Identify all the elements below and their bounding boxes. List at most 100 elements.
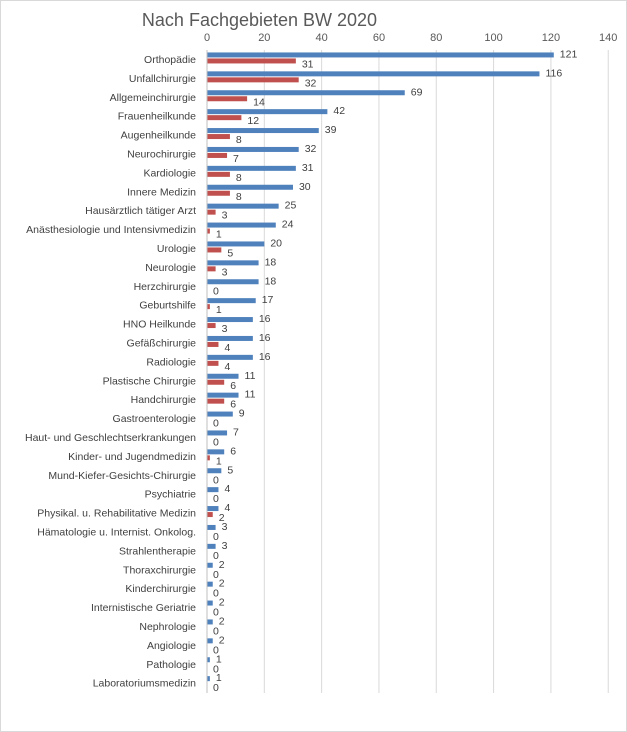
bar-series1 bbox=[207, 184, 293, 190]
category-label: Radiologie bbox=[146, 356, 196, 368]
data-label-series1: 31 bbox=[302, 162, 314, 174]
category-label: Unfallchirurgie bbox=[129, 73, 196, 85]
data-label-series2: 6 bbox=[230, 399, 236, 411]
x-tick-label: 100 bbox=[484, 32, 502, 44]
data-label-series2: 0 bbox=[213, 550, 219, 562]
bar-series1 bbox=[207, 581, 213, 587]
bar-series2 bbox=[207, 134, 230, 140]
data-label-series1: 7 bbox=[233, 426, 239, 438]
bar-series1 bbox=[207, 430, 228, 436]
data-label-series2: 7 bbox=[233, 153, 239, 165]
data-label-series1: 3 bbox=[222, 521, 228, 533]
bar-series1 bbox=[207, 676, 210, 682]
category-label: Physikal. u. Rehabilitative Medizin bbox=[37, 508, 196, 520]
data-label-series1: 2 bbox=[219, 559, 225, 571]
bar-series1 bbox=[207, 524, 216, 530]
data-label-series2: 12 bbox=[247, 115, 259, 127]
data-label-series1: 121 bbox=[560, 48, 578, 60]
data-label-series1: 4 bbox=[224, 483, 230, 495]
category-label: Strahlentherapie bbox=[119, 545, 196, 557]
data-label-series2: 0 bbox=[213, 474, 219, 486]
data-label-series1: 18 bbox=[265, 256, 277, 268]
data-label-series1: 1 bbox=[216, 653, 222, 665]
category-label: Kardiologie bbox=[143, 167, 196, 179]
bar-series2 bbox=[207, 323, 216, 329]
category-label: Haut- und Geschlechtserkrankungen bbox=[25, 432, 196, 444]
category-label: Herzchirurgie bbox=[134, 281, 197, 293]
data-label-series1: 16 bbox=[259, 313, 271, 325]
bar-series2 bbox=[207, 115, 242, 121]
data-label-series1: 25 bbox=[285, 200, 297, 212]
category-label: Hausärztlich tätiger Arzt bbox=[85, 205, 196, 217]
data-label-series2: 4 bbox=[224, 361, 230, 373]
data-label-series1: 116 bbox=[545, 67, 562, 79]
data-label-series2: 0 bbox=[213, 493, 219, 505]
category-label: Handchirurgie bbox=[131, 394, 197, 406]
data-label-series1: 17 bbox=[262, 294, 274, 306]
data-label-series2: 0 bbox=[213, 531, 219, 543]
data-label-series2: 1 bbox=[216, 229, 222, 241]
data-label-series1: 32 bbox=[305, 143, 317, 155]
bar-series2 bbox=[207, 398, 225, 404]
data-label-series2: 0 bbox=[213, 285, 219, 297]
bar-series1 bbox=[207, 128, 319, 134]
category-label: Geburtshilfe bbox=[139, 300, 196, 312]
bar-series1 bbox=[207, 109, 328, 115]
data-label-series1: 2 bbox=[219, 615, 225, 627]
data-label-series1: 69 bbox=[411, 86, 423, 98]
bar-series1 bbox=[207, 543, 216, 549]
data-label-series1: 4 bbox=[224, 502, 230, 514]
data-label-series1: 11 bbox=[245, 370, 256, 382]
data-label-series2: 14 bbox=[253, 96, 265, 108]
category-label: Gefäßchirurgie bbox=[127, 337, 197, 349]
data-label-series1: 3 bbox=[222, 540, 228, 552]
category-label: Neurologie bbox=[145, 262, 196, 274]
x-tick-label: 80 bbox=[430, 32, 442, 44]
data-label-series1: 42 bbox=[333, 105, 345, 117]
bar-series1 bbox=[207, 317, 253, 323]
data-label-series2: 8 bbox=[236, 134, 242, 146]
data-label-series2: 0 bbox=[213, 418, 219, 430]
data-label-series2: 4 bbox=[224, 342, 230, 354]
category-label: Innere Medizin bbox=[127, 186, 196, 198]
category-label: Allgemeinchirurgie bbox=[110, 92, 197, 104]
bar-series2 bbox=[207, 96, 248, 102]
category-label: Laboratoriumsmedizin bbox=[93, 678, 196, 690]
data-label-series2: 3 bbox=[222, 323, 228, 335]
category-label: Pathologie bbox=[146, 659, 196, 671]
category-label: Kinderchirurgie bbox=[125, 583, 196, 595]
category-label: Internistische Geriatrie bbox=[91, 602, 196, 614]
data-label-series2: 3 bbox=[222, 266, 228, 278]
bar-series2 bbox=[207, 228, 210, 234]
bar-series1 bbox=[207, 449, 225, 455]
category-label: Anästhesiologie und Intensivmedizin bbox=[26, 224, 196, 236]
x-tick-label: 20 bbox=[258, 32, 270, 44]
bar-series1 bbox=[207, 241, 265, 247]
category-label: Plastische Chirurgie bbox=[103, 375, 197, 387]
data-label-series1: 16 bbox=[259, 351, 271, 363]
category-label: HNO Heilkunde bbox=[123, 319, 196, 331]
bar-series1 bbox=[207, 487, 219, 493]
data-label-series1: 5 bbox=[227, 464, 233, 476]
data-label-series2: 32 bbox=[305, 77, 317, 89]
category-label: Psychiatrie bbox=[145, 489, 197, 501]
bar-series1 bbox=[207, 146, 299, 152]
data-label-series2: 0 bbox=[213, 663, 219, 675]
bar-series1 bbox=[207, 600, 213, 606]
bar-series2 bbox=[207, 379, 225, 385]
bar-series2 bbox=[207, 209, 216, 215]
category-label: Angiologie bbox=[147, 640, 196, 652]
category-label: Urologie bbox=[157, 243, 196, 255]
category-label: Augenheilkunde bbox=[121, 130, 196, 142]
bar-series1 bbox=[207, 468, 222, 474]
bar-series1 bbox=[207, 71, 540, 77]
data-label-series1: 2 bbox=[219, 578, 225, 590]
bar-series1 bbox=[207, 638, 213, 644]
data-label-series2: 31 bbox=[302, 58, 314, 70]
category-label: Mund-Kiefer-Gesichts-Chirurgie bbox=[48, 470, 196, 482]
bar-series1 bbox=[207, 279, 259, 285]
data-label-series1: 39 bbox=[325, 124, 337, 136]
data-label-series1: 20 bbox=[270, 237, 282, 249]
category-label: Frauenheilkunde bbox=[118, 111, 196, 123]
bar-series1 bbox=[207, 562, 213, 568]
